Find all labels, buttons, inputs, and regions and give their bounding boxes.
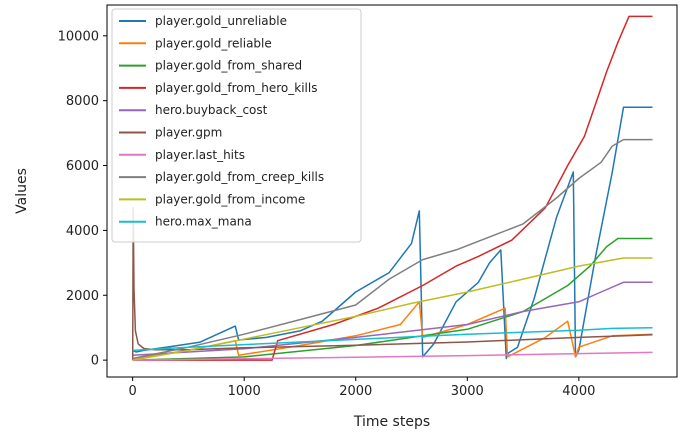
y-tick-label-0: 0 [91, 354, 99, 369]
legend-label-5: player.gpm [155, 126, 222, 140]
legend-label-9: hero.max_mana [155, 215, 252, 229]
series-line-0 [132, 106, 653, 360]
legend-label-0: player.gold_unreliable [155, 14, 287, 28]
x-tick-label-0: 0 [129, 384, 137, 399]
legend-box [111, 8, 362, 243]
legend-label-3: player.gold_from_hero_kills [155, 81, 317, 95]
y-axis-label: Values [14, 168, 30, 214]
x-tick-label-1: 1000 [228, 384, 261, 399]
legend-label-8: player.gold_from_income [155, 192, 305, 206]
legend-label-4: hero.buyback_cost [155, 103, 268, 117]
legend-label-7: player.gold_from_creep_kills [155, 170, 324, 184]
x-tick-label-4: 4000 [562, 384, 595, 399]
y-tick-label-2: 4000 [66, 224, 99, 239]
ticks-layer: 0 1000 2000 3000 4000 0 2000 4000 6000 8000 10000 [58, 29, 596, 399]
legend-label-2: player.gold_from_shared [155, 59, 302, 73]
legend-label-1: player.gold_reliable [155, 36, 272, 50]
y-tick-label-5: 10000 [58, 29, 99, 44]
series-line-7 [132, 138, 653, 360]
series-line-1 [132, 301, 653, 360]
x-tick-label-2: 2000 [339, 384, 372, 399]
y-tick-label-4: 8000 [66, 94, 99, 109]
series-line-2 [132, 237, 653, 361]
series-line-6 [132, 351, 653, 361]
series-line-9 [132, 326, 653, 352]
x-axis-label: Time steps [353, 414, 430, 430]
x-tick-label-3: 3000 [451, 384, 484, 399]
plot-frame [106, 4, 678, 378]
series-line-3 [132, 15, 653, 361]
legend: player.gold_unreliable player.gold_reliab… [111, 8, 362, 243]
y-tick-label-3: 6000 [66, 159, 99, 174]
series-line-4 [132, 281, 653, 357]
series-layer [131, 15, 653, 361]
series-line-8 [132, 257, 653, 361]
legend-label-6: player.last_hits [155, 148, 245, 162]
y-tick-label-1: 2000 [66, 289, 99, 304]
